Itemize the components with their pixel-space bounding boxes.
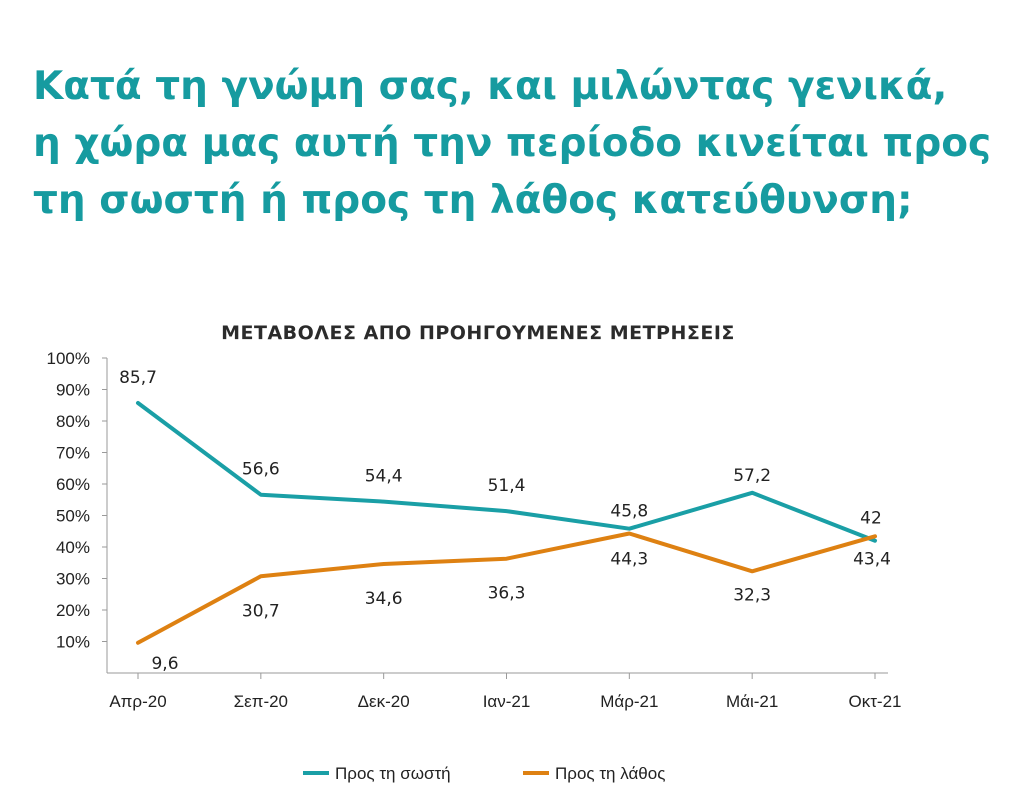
x-tick-label: Ιαν-21 [483, 692, 531, 711]
y-tick-label: 70% [56, 444, 90, 463]
chart-axes [106, 358, 888, 674]
series-line-wrong [136, 531, 877, 645]
series-lines [136, 401, 877, 645]
page-title-line-1: Κατά τη γνώμη σας, και μιλώντας γενικά, [33, 64, 948, 109]
data-label: 85,7 [119, 368, 157, 388]
x-axis-ticks: Απρ-20 Σεπ-20 Δεκ-20 Ιαν-21 Μάρ-21 Μάι-21 Οκτ-… [109, 673, 902, 711]
page-title: Κατά τη γνώμη σας, και μιλώντας γενικά, … [33, 58, 993, 229]
y-tick-label: 80% [56, 412, 90, 431]
x-tick-label: Σεπ-20 [234, 692, 288, 711]
y-tick-label: 20% [56, 601, 90, 620]
legend-label: Προς τη λάθος [555, 764, 665, 783]
data-label: 30,7 [242, 601, 280, 621]
y-tick-label: 100% [47, 349, 90, 368]
y-tick-label: 30% [56, 570, 90, 589]
x-tick-label: Απρ-20 [109, 692, 166, 711]
data-label: 57,2 [733, 466, 771, 486]
x-tick-label: Μάρ-21 [600, 692, 658, 711]
y-axis-ticks: 10% 20% 30% 40% 50% 60% 70% 80% 90% 100% [47, 349, 107, 652]
data-label: 54,4 [365, 467, 403, 487]
data-label: 42 [860, 509, 882, 529]
y-tick-label: 60% [56, 475, 90, 494]
legend-label: Προς τη σωστή [335, 764, 451, 783]
data-label: 45,8 [610, 502, 648, 522]
y-tick-label: 50% [56, 507, 90, 526]
page-title-line-2: η χώρα μας αυτή την περίοδο κινείται προ… [33, 121, 992, 166]
data-label: 56,6 [242, 460, 280, 480]
data-label: 9,6 [151, 654, 178, 674]
x-tick-label: Δεκ-20 [358, 692, 410, 711]
x-tick-label: Μάι-21 [726, 692, 778, 711]
data-label: 36,3 [488, 584, 526, 604]
series-line-right [136, 401, 877, 543]
x-tick-label: Οκτ-21 [848, 692, 901, 711]
data-label: 51,4 [488, 476, 526, 496]
chart-legend: Προς τη σωστή Προς τη λάθος [303, 764, 665, 783]
page-title-line-3: τη σωστή ή προς τη λάθος κατεύθυνση; [33, 178, 913, 223]
data-label: 44,3 [610, 549, 648, 569]
data-labels: 85,7 56,6 54,4 51,4 45,8 57,2 42 9,6 30,7 34,6 36,… [119, 368, 891, 674]
data-label: 34,6 [365, 589, 403, 609]
chart-title: ΜΕΤΑΒΟΛΕΣ ΑΠΟ ΠΡΟΗΓΟΥΜΕΝΕΣ ΜΕΤΡΗΣΕΙΣ [221, 322, 735, 344]
y-tick-label: 40% [56, 538, 90, 557]
y-tick-label: 10% [56, 633, 90, 652]
data-label: 32,3 [733, 585, 771, 605]
y-tick-label: 90% [56, 381, 90, 400]
data-label: 43,4 [853, 549, 891, 569]
